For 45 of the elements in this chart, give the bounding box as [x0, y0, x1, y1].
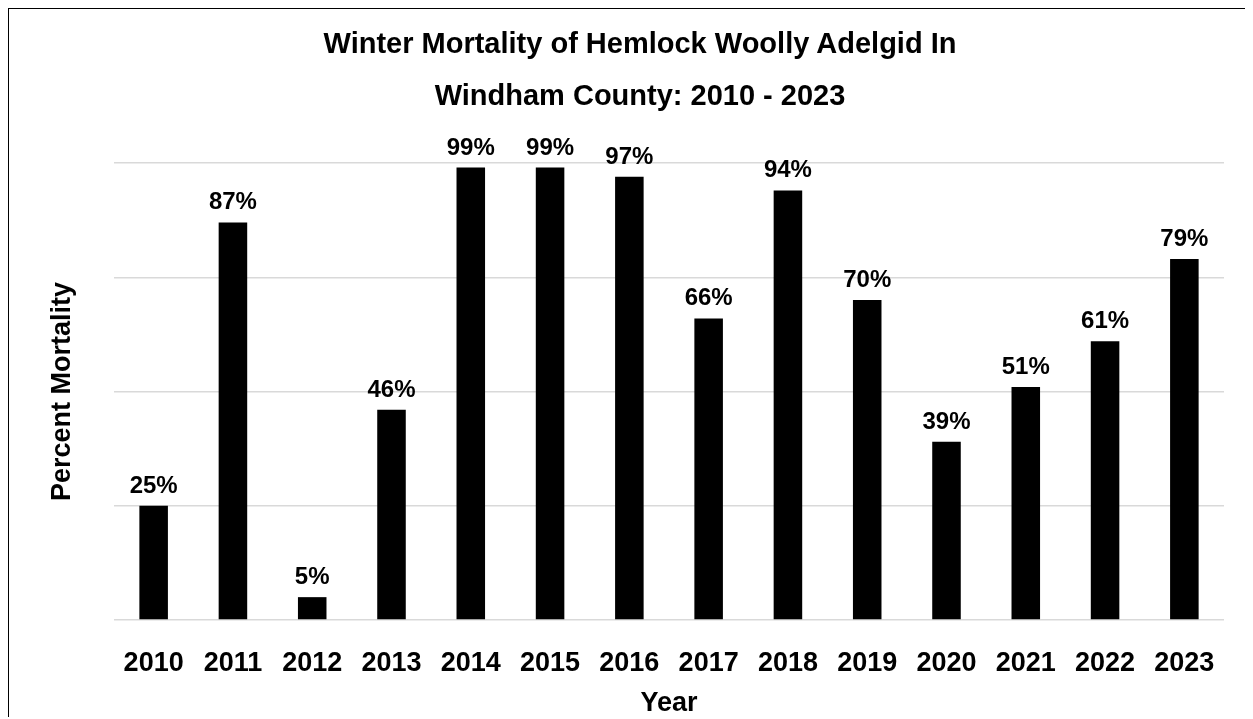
bar [773, 190, 803, 620]
y-axis-title: Percent Mortality [45, 281, 76, 502]
data-label: 66% [684, 283, 733, 311]
data-label: 51% [1001, 351, 1050, 379]
bar [535, 167, 565, 620]
data-label: 5% [294, 562, 330, 590]
x-tick-label: 2018 [757, 646, 818, 677]
bar [456, 167, 486, 620]
bar [615, 176, 644, 620]
bar [1170, 258, 1199, 620]
data-label: 61% [1081, 306, 1130, 334]
x-tick-label: 2023 [1154, 646, 1215, 677]
data-label: 25% [129, 470, 178, 498]
x-tick-label: 2021 [995, 646, 1056, 677]
data-label: 87% [208, 187, 257, 215]
bar [218, 222, 248, 620]
bar [1090, 341, 1120, 620]
x-tick-label: 2012 [282, 646, 343, 677]
x-tick-label: 2014 [440, 646, 501, 677]
bar [852, 300, 882, 620]
x-tick-label: 2019 [837, 646, 898, 677]
bar [932, 441, 961, 620]
x-tick-label: 2015 [520, 646, 581, 677]
x-tick-label: 2020 [916, 646, 977, 677]
chart-title: Winter Mortality of Hemlock Woolly Adelgid In Windham County: 2010 - 2023 [322, 26, 958, 113]
bar [377, 409, 406, 620]
data-label: 39% [922, 406, 971, 434]
bar [1011, 386, 1041, 620]
x-tick-label: 2017 [678, 646, 739, 677]
data-label: 70% [843, 265, 892, 293]
x-tick-label: 2016 [599, 646, 660, 677]
x-axis-title: Year [640, 686, 699, 717]
x-tick-label: 2013 [361, 646, 422, 677]
data-label: 97% [605, 141, 654, 169]
bar [139, 505, 168, 620]
x-tick-label: 2022 [1075, 646, 1136, 677]
x-tick-label: 2010 [123, 646, 184, 677]
bar [297, 597, 327, 620]
data-label: 94% [763, 155, 812, 183]
x-tick-label: 2011 [203, 646, 263, 677]
data-label: 99% [526, 132, 575, 160]
data-label: 79% [1160, 223, 1209, 251]
data-label: 46% [367, 374, 416, 402]
bar [694, 318, 723, 620]
data-label: 99% [446, 132, 495, 160]
